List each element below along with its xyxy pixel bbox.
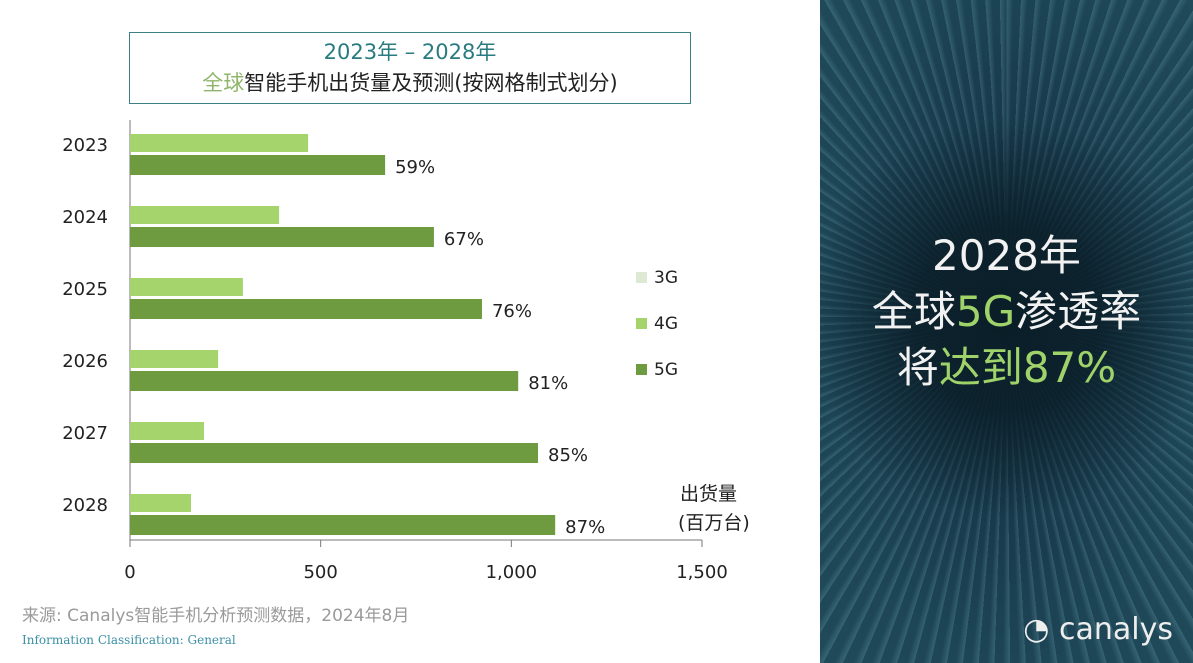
- bar-4g: [130, 134, 309, 152]
- bar-4g: [130, 350, 219, 368]
- bar-4g: [130, 422, 204, 440]
- bar-5g: [130, 299, 482, 319]
- source-note: 来源: Canalys智能手机分析预测数据，2024年8月: [22, 606, 410, 626]
- category-label: 2023: [62, 135, 108, 156]
- headline: 2028年 全球5G渗透率 将达到87%: [871, 231, 1142, 392]
- legend-label: 5G: [654, 360, 678, 380]
- data-label: 59%: [395, 157, 435, 178]
- data-label: 87%: [565, 517, 605, 538]
- category-label: 2026: [62, 351, 108, 372]
- chart-title: 2023年 – 2028年: [323, 40, 497, 64]
- bar-5g: [130, 371, 519, 391]
- side-panel: 2028年 全球5G渗透率 将达到87% ◔ canalys: [820, 0, 1193, 663]
- bar-4g: [130, 278, 243, 296]
- x-axis-unit: (百万台): [678, 512, 750, 534]
- category-label: 2028: [62, 495, 108, 516]
- canalys-logo: ◔ canalys: [1023, 612, 1173, 647]
- classification-note: Information Classification: General: [22, 633, 236, 647]
- x-axis-label: 出货量: [680, 483, 737, 505]
- legend-label: 3G: [654, 268, 678, 288]
- chart-title-box: 2023年 – 2028年 全球智能手机出货量及预测(按网格制式划分): [129, 32, 691, 104]
- bar-4g: [130, 206, 280, 224]
- data-label: 81%: [528, 373, 568, 394]
- legend-swatch: [636, 318, 647, 329]
- bar-chart: 2023 59% 2024 67% 2025 76% 2026 81% 2027 85% 2028 8…: [62, 120, 750, 583]
- bar-5g: [130, 443, 539, 463]
- bar-5g: [130, 155, 386, 175]
- x-tick-label: 0: [124, 562, 135, 583]
- canalys-logo-icon: ◔: [1023, 612, 1050, 647]
- chart-subtitle: 全球智能手机出货量及预测(按网格制式划分): [202, 71, 618, 95]
- x-tick-label: 1,500: [676, 562, 728, 583]
- legend-swatch: [636, 364, 647, 375]
- legend-label: 4G: [654, 314, 678, 334]
- data-label: 76%: [492, 301, 532, 322]
- bar-5g: [130, 227, 434, 247]
- data-label: 85%: [548, 445, 588, 466]
- x-tick-label: 1,000: [486, 562, 538, 583]
- x-tick-label: 500: [303, 562, 337, 583]
- legend-swatch: [636, 272, 647, 283]
- category-label: 2027: [62, 423, 108, 444]
- category-label: 2025: [62, 279, 108, 300]
- bar-4g: [130, 494, 192, 512]
- data-label: 67%: [444, 229, 484, 250]
- bar-5g: [130, 515, 556, 535]
- category-label: 2024: [62, 207, 108, 228]
